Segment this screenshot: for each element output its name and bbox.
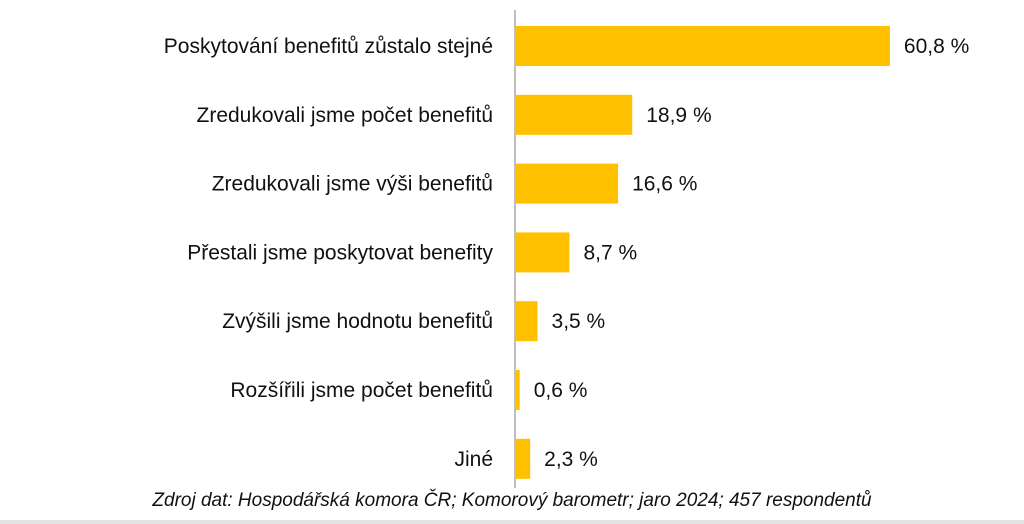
bar: [516, 163, 619, 204]
data-label: 3,5 %: [552, 310, 606, 333]
bar: [516, 301, 538, 342]
category-label: Zredukovali jsme výši benefitů: [212, 173, 493, 196]
category-label: Jiné: [454, 448, 493, 471]
category-label: Zredukovali jsme počet benefitů: [197, 104, 494, 127]
bottom-divider: [0, 520, 1024, 524]
category-label: Přestali jsme poskytovat benefity: [187, 241, 493, 264]
bar: [516, 232, 570, 273]
data-label: 60,8 %: [904, 35, 969, 58]
benefits-bar-chart: Poskytování benefitů zůstalo stejné 60,8 …: [164, 10, 969, 488]
bar: [516, 438, 531, 479]
bar: [516, 94, 633, 135]
data-label: 8,7 %: [584, 241, 638, 264]
bar: [516, 370, 520, 410]
data-label: 18,9 %: [646, 104, 711, 127]
data-label: 2,3 %: [544, 448, 598, 471]
bar: [516, 26, 890, 66]
data-label: 16,6 %: [632, 173, 697, 196]
source-note: Zdroj dat: Hospodářská komora ČR; Komoro…: [152, 490, 872, 511]
category-label: Rozšířili jsme počet benefitů: [230, 379, 493, 402]
data-label: 0,6 %: [534, 379, 588, 402]
category-label: Zvýšili jsme hodnotu benefitů: [222, 310, 493, 333]
category-label: Poskytování benefitů zůstalo stejné: [164, 35, 493, 58]
